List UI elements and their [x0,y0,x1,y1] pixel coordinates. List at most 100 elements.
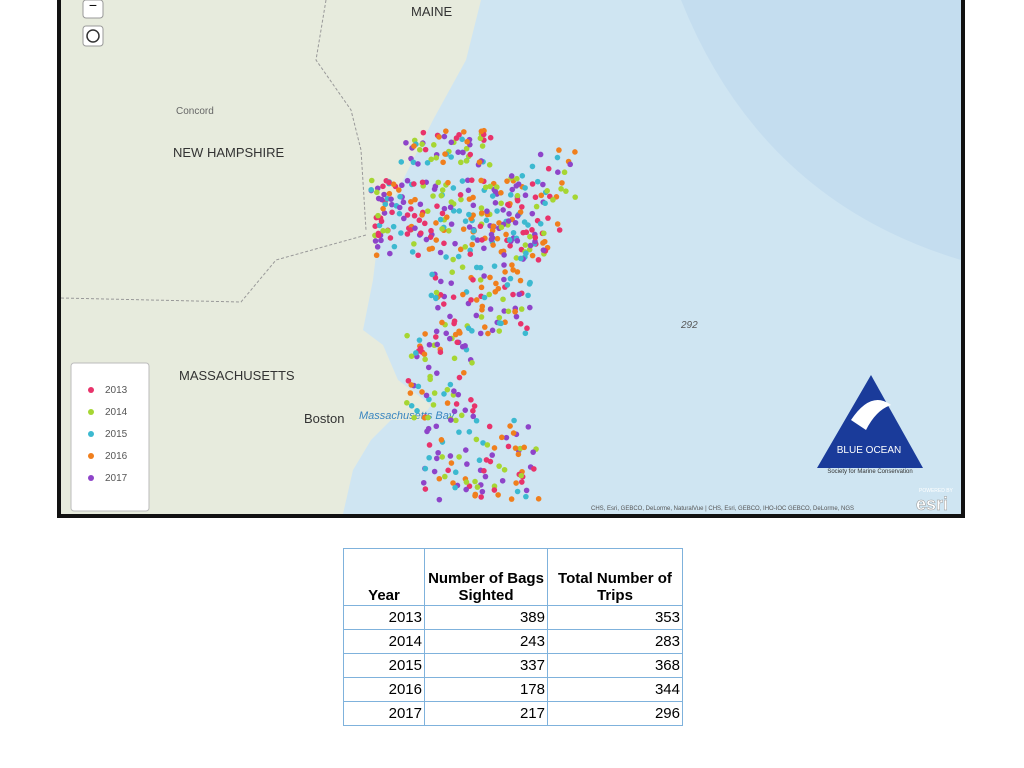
sighting-dot [404,231,411,237]
sighting-dot [445,228,452,234]
sighting-dot [529,210,536,217]
sighting-dot [457,330,463,336]
sighting-dot [505,308,512,315]
sighting-dot [447,313,453,320]
sighting-dot [429,245,436,252]
sighting-dot [559,180,565,186]
summary-table: Year Number of Bags Sighted Total Number… [343,548,683,726]
sighting-dot [470,408,476,414]
sighting-dot [468,397,474,403]
sighting-dot [459,136,465,143]
sighting-dot [514,213,521,219]
sighting-dot [513,183,520,189]
sighting-dot [555,169,561,175]
sighting-dot [424,160,431,166]
sighting-dot [396,204,403,211]
legend-label: 2015 [105,429,128,440]
sighting-dot [522,192,529,199]
sighting-dot [544,188,550,194]
sighting-dot [408,382,415,388]
sighting-dot [477,277,484,283]
sighting-dot [480,440,486,446]
sighting-dot [434,341,441,348]
sighting-dot [415,383,422,390]
sighting-dot [411,212,418,219]
locate-button[interactable] [82,25,104,47]
sighting-dot [397,193,403,200]
sighting-dot [473,297,480,303]
sighting-dot [481,294,488,301]
sighting-dot [422,146,429,153]
sighting-dot [438,278,444,285]
sighting-dot [527,279,533,286]
sighting-dot [529,163,536,170]
sighting-dot [462,447,469,453]
sighting-dot [368,186,374,193]
sighting-dot [440,301,447,307]
sighting-dot [465,187,472,194]
sighting-dot [427,376,434,383]
sighting-dot [501,276,507,283]
sighting-dot [472,478,478,485]
sighting-dot [461,369,467,376]
sighting-dot [486,423,493,430]
sighting-dot [419,179,426,186]
sighting-dot [435,304,441,311]
sighting-dot [483,217,490,224]
sighting-dot [450,208,457,214]
sighting-dot [449,269,456,275]
sighting-dot [476,159,483,165]
sighting-dot [479,303,486,310]
legend [70,362,150,512]
sighting-dot [482,473,489,480]
sighting-dot [509,262,515,268]
sighting-dot [438,192,445,199]
sighting-dot [460,226,467,232]
sighting-dot [541,230,547,237]
sighting-dot [517,277,524,284]
table-row: 2017 217 296 [343,701,683,726]
sighting-dot [499,477,506,484]
sighting-dot [521,444,528,451]
sighting-dot [563,188,569,194]
sighting-dot [455,391,462,398]
sighting-dot [487,458,494,465]
zoom-out-button[interactable] [82,0,104,19]
sighting-dot [510,267,516,273]
sighting-dot [529,252,536,259]
sighting-dot [455,253,462,260]
sighting-dot [455,149,461,156]
sighting-dot [479,488,486,495]
sighting-dot [491,263,498,269]
sighting-dot [506,237,513,243]
sighting-dot [459,178,466,184]
sighting-dot [433,334,439,340]
sighting-dot [437,249,444,256]
sighting-dot [512,219,519,226]
sighting-dot [448,280,455,286]
sighting-dot [504,282,511,288]
sighting-dot [441,205,448,212]
sighting-dot [443,254,449,260]
sighting-dot [478,177,484,184]
sighting-dot [451,318,458,324]
sighting-dot [454,339,461,346]
sighting-dot [463,158,470,164]
sighting-dot [524,325,530,332]
sighting-dot [470,234,476,241]
sighting-dot [518,306,525,312]
sighting-dot [486,291,493,298]
sighting-dot [420,129,427,136]
sighting-dot [482,184,489,191]
table-row: 2013 389 353 [343,605,683,630]
sighting-dot [431,186,438,192]
sighting-dot [417,201,424,208]
table-cell: 353 [547,605,683,630]
sighting-dot [494,184,500,190]
sighting-dot [416,337,423,343]
sighting-dot [478,284,485,291]
sighting-dot [390,223,397,230]
sighting-dot [558,186,564,192]
sighting-dot [452,331,459,338]
